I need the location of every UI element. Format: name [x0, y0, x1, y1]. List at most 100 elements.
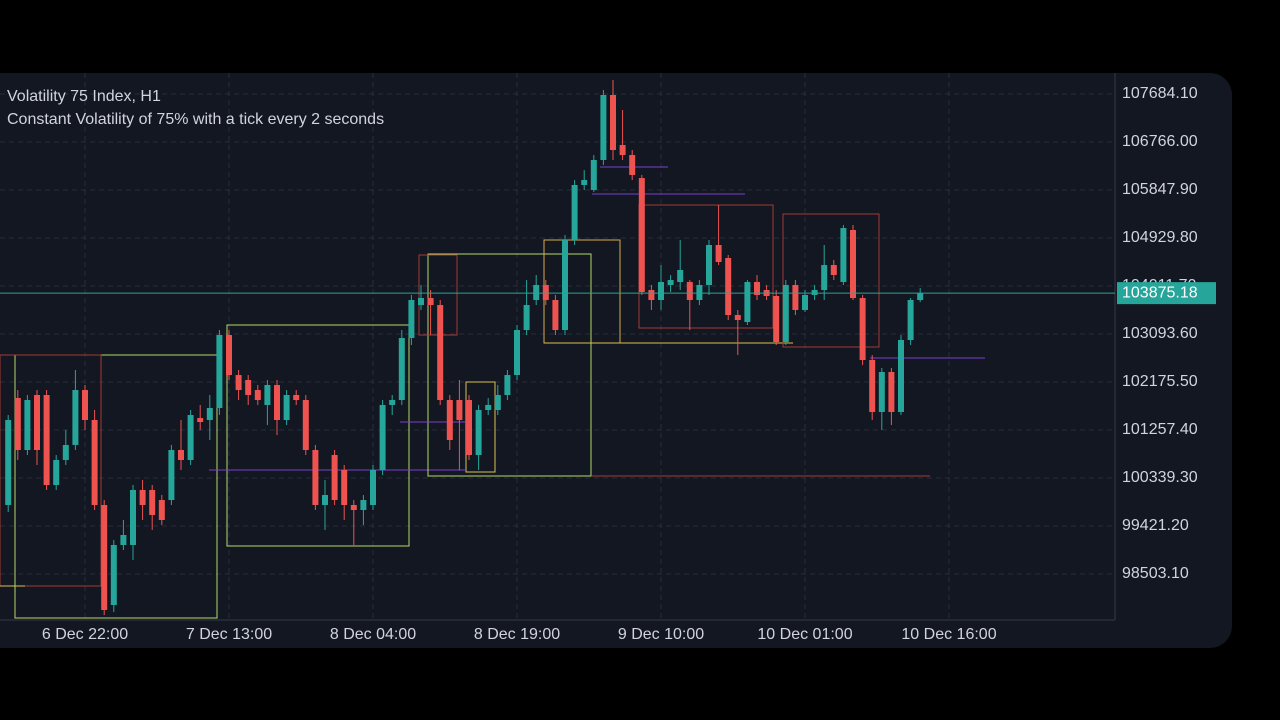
candle-body	[72, 390, 79, 445]
zone-box	[782, 213, 880, 348]
candle-body	[254, 390, 261, 401]
candle-body	[139, 489, 146, 505]
candle-body	[293, 394, 300, 401]
candle-body	[341, 470, 348, 505]
candle-body	[456, 400, 463, 420]
candle-body	[878, 371, 885, 412]
candle-body	[619, 144, 626, 156]
candle-body	[178, 449, 184, 460]
candle-body	[840, 228, 847, 283]
candle-body	[706, 244, 712, 285]
candle-body	[782, 284, 789, 342]
candle-body	[859, 298, 866, 361]
candle-body	[302, 400, 309, 450]
y-tick-label: 103093.60	[1122, 325, 1198, 342]
y-tick-label: 98503.10	[1122, 565, 1189, 582]
candle-body	[24, 400, 31, 450]
candle-body	[197, 418, 204, 423]
candle-body	[216, 335, 223, 409]
candle-body	[677, 269, 684, 283]
grid-layer	[0, 73, 1115, 620]
candle-body	[581, 180, 588, 185]
candle-body	[312, 449, 319, 505]
y-tick-label: 101257.40	[1122, 421, 1198, 438]
candle-body	[629, 155, 636, 175]
candle-body	[475, 409, 482, 456]
candle-body	[245, 379, 252, 395]
candle-body	[830, 265, 837, 276]
x-tick-label: 8 Dec 04:00	[330, 626, 416, 643]
candle-body	[648, 290, 655, 300]
zone-box	[0, 354, 102, 587]
candle-body	[418, 298, 424, 306]
candle-body	[792, 284, 799, 310]
candle-body	[773, 296, 780, 342]
candle-body	[322, 495, 328, 505]
candle-body	[187, 415, 194, 460]
candle-body	[514, 330, 520, 376]
panel	[0, 73, 1232, 648]
candle-body	[62, 444, 69, 460]
y-tick-label: 106766.00	[1122, 133, 1198, 150]
y-tick-label: 105847.90	[1122, 181, 1198, 198]
candle-body	[667, 280, 674, 285]
candle-body	[600, 95, 607, 160]
x-tick-label: 10 Dec 01:00	[757, 626, 852, 643]
x-tick-label: 6 Dec 22:00	[42, 626, 128, 643]
candle-body	[5, 419, 12, 505]
candle-body	[389, 400, 396, 405]
candle-body	[754, 282, 760, 295]
candle-body	[43, 394, 50, 486]
current-price-box	[1117, 282, 1216, 305]
candle-body	[130, 489, 136, 545]
candle-body	[504, 375, 511, 395]
candle-body	[811, 290, 818, 295]
candle-body	[850, 229, 856, 299]
candle-body	[658, 282, 664, 300]
candle-body	[274, 385, 280, 420]
candle-body	[485, 404, 492, 410]
candle-body	[542, 284, 549, 300]
zone-box	[14, 354, 218, 619]
candle-body	[744, 282, 751, 323]
candle-body	[610, 95, 616, 151]
x-tick-label: 7 Dec 13:00	[186, 626, 272, 643]
y-tick-label: 100339.30	[1122, 469, 1198, 486]
candle-body	[802, 294, 808, 310]
x-tick-label: 9 Dec 10:00	[618, 626, 704, 643]
candle-body	[149, 489, 156, 515]
candle-body	[34, 394, 40, 450]
chart-subtitle: Constant Volatility of 75% with a tick e…	[7, 111, 384, 128]
candle-body	[331, 455, 338, 501]
candle-body	[120, 535, 127, 545]
y-tick-label: 99421.20	[1122, 517, 1189, 534]
candle-body	[494, 394, 501, 410]
candle-body	[734, 315, 741, 321]
candle-body	[110, 544, 117, 606]
candle-body	[168, 449, 175, 501]
candle-body	[158, 500, 165, 521]
candle-body	[562, 239, 568, 331]
candle-body	[398, 338, 405, 401]
chart-title: Volatility 75 Index, H1	[7, 88, 161, 105]
candle-body	[466, 400, 472, 456]
candle-body	[523, 305, 530, 331]
x-tick-label: 10 Dec 16:00	[901, 626, 996, 643]
candle-body	[91, 419, 98, 505]
candle-body	[370, 470, 376, 505]
current-price-label: 103875.18	[1122, 284, 1198, 301]
candle-body	[283, 394, 290, 420]
candle-body	[82, 390, 88, 420]
y-tick-label: 102175.50	[1122, 373, 1198, 390]
candle-body	[350, 504, 357, 511]
candle-body	[427, 298, 434, 306]
candle-body	[360, 500, 367, 511]
candle-body	[379, 404, 386, 471]
candle-body	[408, 299, 415, 339]
candle-body	[888, 371, 895, 412]
zone-box	[226, 324, 410, 547]
candle-body	[869, 360, 876, 412]
candle-body	[14, 398, 21, 450]
candle-body	[696, 284, 703, 300]
